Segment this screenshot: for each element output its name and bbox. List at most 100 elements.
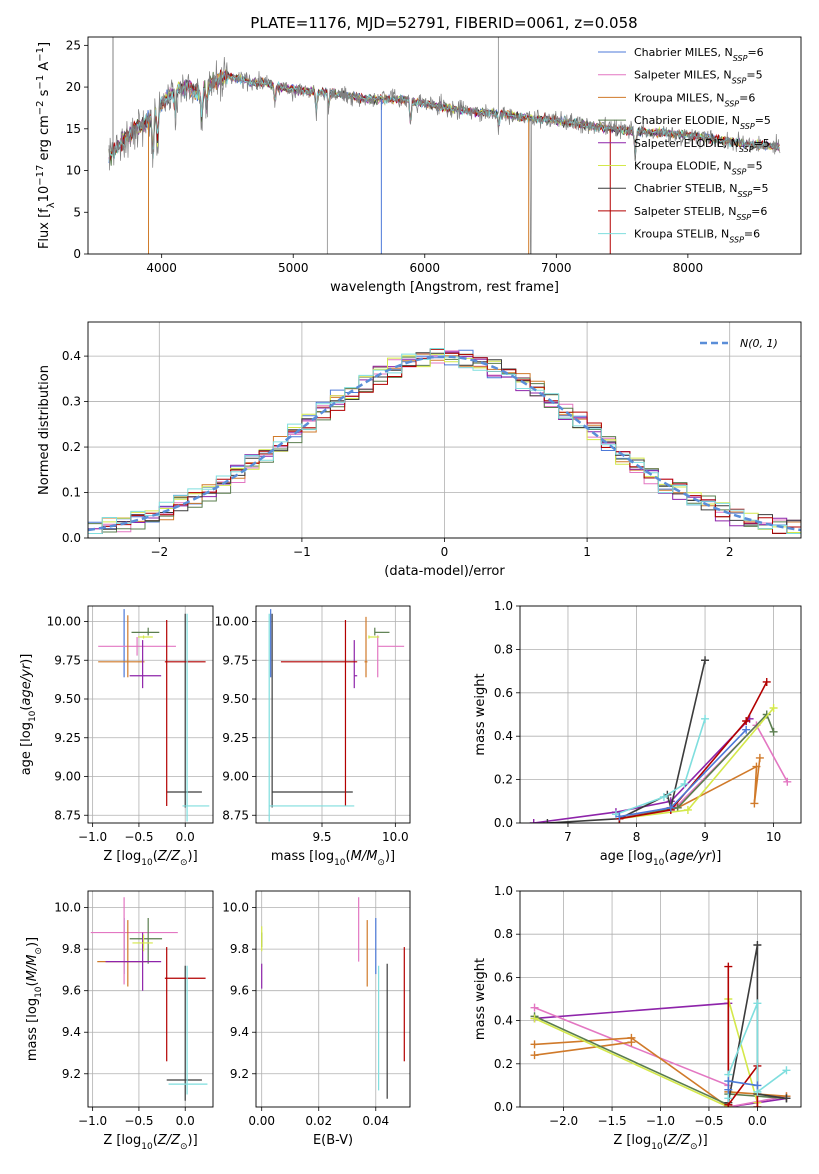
weight-vs-Z-y-axis-label: mass weight: [473, 958, 488, 1040]
spectrum-y-axis-label: Flux [fλ10−17 erg cm−2 s−1 A−1]: [35, 42, 57, 249]
weight-point-marker: [683, 805, 692, 814]
age-vs-Z-y-axis-label: age [log10(age/yr)]: [19, 654, 38, 776]
y-tick-label: 0.4: [62, 349, 81, 363]
y-tick-label: 0.4: [494, 1014, 513, 1028]
y-tick-label: 1.0: [494, 884, 513, 898]
y-tick-label: 9.8: [230, 942, 249, 956]
x-tick-label: −1.0: [646, 1114, 675, 1128]
y-tick-label: 9.00: [222, 770, 249, 784]
y-tick-label: 0.0: [62, 531, 81, 545]
y-tick-label: 9.6: [230, 984, 249, 998]
y-tick-label: 0.6: [494, 970, 513, 984]
normal-distribution-curve: [87, 355, 802, 532]
weight-point-marker: [782, 1094, 791, 1103]
weight-point-marker: [742, 717, 751, 726]
y-tick-label: 9.4: [230, 1025, 249, 1039]
legend-label: Chabrier MILES, NSSP=6: [634, 46, 764, 63]
y-tick-label: 0.2: [494, 1057, 513, 1071]
age-vs-mass-x-axis-label: mass [log10(M/M⊙)]: [271, 849, 395, 868]
spectrum-x-axis-label: wavelength [Angstrom, rest frame]: [330, 280, 559, 295]
age-vs-Z-frame: [87, 605, 214, 824]
y-tick-label: 10.00: [215, 615, 249, 629]
weight-series-line: [534, 1041, 632, 1056]
y-tick-label: 0.0: [494, 1100, 513, 1114]
y-tick-label: 0.4: [494, 729, 513, 743]
age-vs-Z-axes: −1.0 −0.5 0.0 8.75 9.00 9.25 9.50 9.75 10.00: [47, 606, 213, 844]
y-tick-label: 9.00: [54, 770, 81, 784]
weight-point-marker: [701, 714, 710, 723]
y-tick-label: 1.0: [494, 599, 513, 613]
mass-vs-Z-frame: [87, 890, 214, 1108]
weight-point-marker: [529, 819, 538, 823]
y-tick-label: 15: [66, 122, 81, 136]
weight-point-marker: [724, 1085, 733, 1094]
residuals-x-axis-label: (data-model)/error: [384, 564, 505, 579]
mass-vs-Z-x-axis-label: Z [log10(Z/Z⊙)]: [103, 1133, 197, 1152]
x-tick-label: 6000: [409, 261, 440, 275]
x-tick-label: 7000: [541, 261, 572, 275]
weight-point-marker: [615, 812, 624, 821]
y-tick-label: 9.75: [222, 653, 249, 667]
x-tick-label: 7: [564, 830, 572, 844]
y-tick-label: 0: [73, 247, 81, 261]
legend-label: Kroupa ELODIE, NSSP=5: [634, 160, 763, 177]
y-tick-label: 0.1: [62, 486, 81, 500]
weight-point-marker: [783, 777, 792, 786]
weight-vs-Z-frame: [519, 890, 802, 1108]
y-tick-label: 9.25: [54, 731, 81, 745]
x-tick-label: −0.5: [124, 1114, 153, 1128]
x-tick-label: 1: [583, 545, 591, 559]
weight-vs-age-frame: [519, 605, 802, 824]
y-tick-label: 0.2: [494, 773, 513, 787]
x-tick-label: 10.0: [382, 830, 409, 844]
x-tick-label: 9.5: [312, 830, 331, 844]
x-tick-label: −1: [293, 545, 311, 559]
weight-point-marker: [701, 656, 710, 665]
weight-point-marker: [659, 792, 668, 801]
weight-point-marker: [753, 1103, 762, 1107]
age-vs-mass-frame: [255, 605, 411, 824]
y-tick-label: 9.4: [62, 1025, 81, 1039]
weight-point-marker: [750, 799, 759, 808]
weight-point-marker: [673, 803, 682, 812]
weight-point-marker: [782, 1066, 791, 1075]
y-tick-label: 0.2: [62, 440, 81, 454]
weight-point-marker: [753, 941, 762, 949]
weight-point-marker: [543, 819, 552, 823]
legend-label: Chabrier STELIB, NSSP=5: [634, 182, 768, 199]
weight-point-marker: [769, 703, 778, 712]
weight-point-marker: [724, 962, 733, 971]
weight-point-marker: [680, 779, 689, 788]
age-vs-Z-x-axis-label: Z [log10(Z/Z⊙)]: [103, 849, 197, 868]
x-tick-label: 0.0: [748, 1114, 767, 1128]
y-tick-label: 0.0: [494, 816, 513, 830]
x-tick-label: 0.00: [248, 1114, 275, 1128]
weight-point-marker: [769, 727, 778, 736]
x-tick-label: 8000: [673, 261, 704, 275]
x-tick-label: 0.0: [176, 830, 195, 844]
y-tick-label: 10.0: [54, 901, 81, 915]
weight-vs-age-x-axis-label: age [log10(age/yr)]: [600, 849, 722, 868]
spectrum-frame: [87, 36, 802, 255]
spectrum-axes: 4000 5000 6000 7000 8000 0 5 10 15 20 25: [66, 38, 703, 275]
x-tick-label: 0.0: [176, 1114, 195, 1128]
weight-point-marker: [530, 1014, 539, 1023]
x-tick-label: 0.02: [305, 1114, 332, 1128]
weight-series-line: [615, 718, 706, 816]
age-vs-mass-axes: 9.5 10.0 8.75 9.00 9.25 9.50 9.75 10.00: [215, 606, 410, 844]
y-tick-label: 10.0: [222, 901, 249, 915]
legend-label: Chabrier ELODIE, NSSP=5: [634, 114, 771, 131]
y-tick-label: 10.00: [47, 615, 81, 629]
y-tick-label: 9.50: [54, 692, 81, 706]
y-tick-label: 9.6: [62, 984, 81, 998]
weight-point-marker: [627, 1038, 636, 1047]
mass-vs-EBV-axes: 0.00 0.02 0.04 9.2 9.4 9.6 9.8 10.0: [222, 891, 410, 1128]
y-tick-label: 9.8: [62, 942, 81, 956]
x-tick-label: −0.5: [694, 1114, 723, 1128]
x-tick-label: −2.0: [549, 1114, 578, 1128]
y-tick-label: 9.50: [222, 692, 249, 706]
y-tick-label: 25: [66, 38, 81, 52]
weight-point-marker: [666, 803, 675, 812]
